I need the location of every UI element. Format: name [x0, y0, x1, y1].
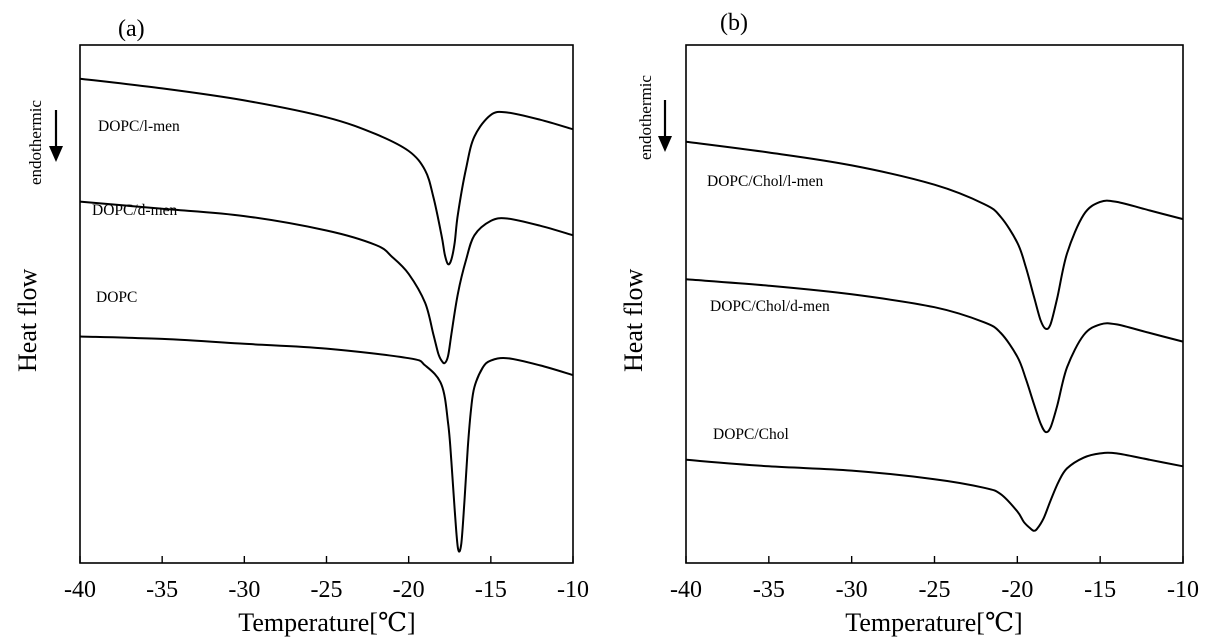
x-tick-label: -30	[228, 577, 260, 603]
x-axis-title-a: Temperature[℃]	[238, 608, 415, 637]
panel-a: (a) endothermic Heat flow -40 -35 -30 -25 -2…	[13, 16, 589, 637]
panel-label-b: (b)	[720, 10, 748, 36]
x-tick-label: -25	[919, 577, 951, 603]
endothermic-label-b: endothermic	[636, 75, 655, 160]
x-tick-label: -10	[1167, 577, 1199, 603]
series-curves-a	[79, 77, 574, 553]
series-label-dopc: DOPC	[96, 289, 137, 306]
x-axis-ticks-b: -40 -35 -30 -25 -20 -15 -10	[670, 556, 1199, 603]
endothermic-indicator-a: endothermic	[26, 100, 63, 185]
x-tick-label: -15	[1084, 577, 1116, 603]
panel-b: (b) endothermic Heat flow -40 -35 -30 -25 -2…	[619, 10, 1199, 637]
arrow-head-icon-b	[658, 136, 672, 152]
x-tick-label: -15	[475, 577, 507, 603]
x-tick-label: -25	[311, 577, 343, 603]
y-axis-title-b: Heat flow	[619, 269, 648, 372]
curve-dopc-l-men	[79, 77, 574, 266]
x-tick-label: -10	[557, 577, 589, 603]
x-tick-label: -20	[393, 577, 425, 603]
endothermic-label-a: endothermic	[26, 100, 45, 185]
series-label-dopc-l-men: DOPC/l-men	[98, 118, 180, 135]
x-tick-label: -35	[146, 577, 178, 603]
curve-dopc-chol	[685, 451, 1184, 532]
series-label-dopc-chol-l-men: DOPC/Chol/l-men	[707, 173, 824, 190]
endothermic-indicator-b: endothermic	[636, 75, 672, 160]
series-label-dopc-chol-d-men: DOPC/Chol/d-men	[710, 298, 830, 315]
series-label-dopc-chol: DOPC/Chol	[713, 426, 789, 443]
curve-dopc-d-men	[79, 200, 574, 365]
x-axis-ticks-a: -40 -35 -30 -25 -20 -15 -10	[64, 556, 589, 603]
x-tick-label: -40	[670, 577, 702, 603]
curve-dopc-chol-d-men	[685, 278, 1184, 434]
x-tick-label: -40	[64, 577, 96, 603]
arrow-head-icon-a	[49, 146, 63, 162]
x-tick-label: -35	[753, 577, 785, 603]
curve-dopc-chol-l-men	[685, 140, 1184, 331]
x-tick-label: -30	[836, 577, 868, 603]
y-axis-title-a: Heat flow	[13, 269, 42, 372]
curve-dopc	[79, 335, 574, 553]
series-curves-b	[685, 140, 1184, 532]
x-axis-title-b: Temperature[℃]	[845, 608, 1022, 637]
series-label-dopc-d-men: DOPC/d-men	[92, 202, 178, 219]
panel-label-a: (a)	[118, 16, 145, 42]
x-tick-label: -20	[1001, 577, 1033, 603]
